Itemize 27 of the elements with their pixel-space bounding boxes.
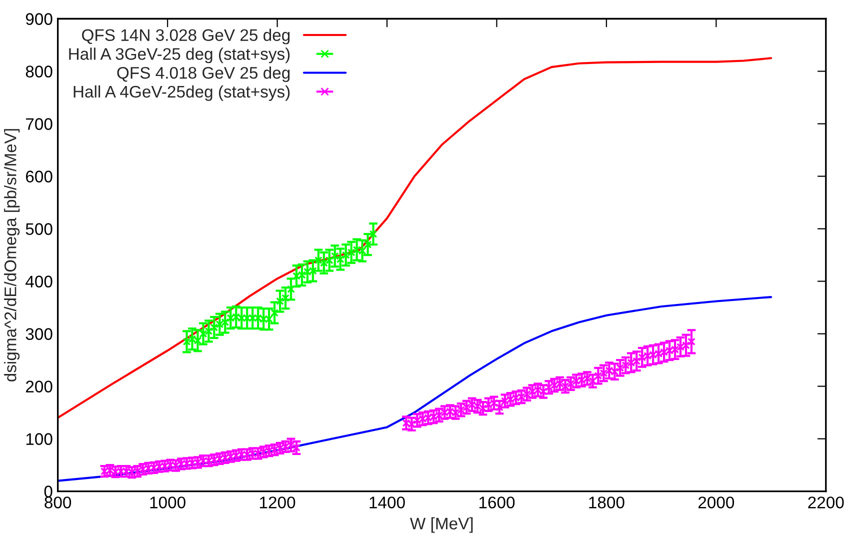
legend-label: Hall A 4GeV-25deg (stat+sys) [74, 85, 290, 101]
legend-label: QFS 4.018 GeV 25 deg [117, 66, 290, 82]
point [270, 308, 278, 317]
legend-label: Hall A 3GeV-25 deg (stat+sys) [69, 48, 290, 64]
y-tick-label: 300 [26, 328, 52, 340]
y-tick-label: 0 [44, 486, 52, 498]
x-tick-label: 2200 [808, 496, 844, 508]
y-tick-label: 900 [26, 13, 52, 25]
x-tick-label: 1000 [150, 496, 186, 508]
x-tick-label: 1600 [479, 496, 515, 508]
y-tick-label: 200 [26, 380, 52, 392]
x-tick-label: 1200 [260, 496, 296, 508]
x-tick-label: 1800 [589, 496, 624, 508]
y-tick-label: 800 [26, 66, 52, 78]
y-tick-label: 600 [26, 170, 52, 182]
legend-label: QFS 14N 3.028 GeV 25 deg [82, 28, 290, 44]
x-tick-label: 2000 [698, 496, 734, 508]
y-axis-title: dsigma^2/dE/dOmega [pb/sr/MeV] [4, 129, 20, 382]
x-axis-title: W [MeV] [410, 517, 473, 533]
y-tick-label: 500 [26, 223, 52, 235]
y-tick-label: 100 [26, 433, 52, 445]
line-series [58, 296, 772, 482]
y-tick-label: 700 [26, 118, 52, 130]
x-tick-label: 800 [44, 496, 72, 508]
point [287, 285, 295, 294]
x-tick-label: 1400 [370, 496, 405, 508]
y-tick-label: 400 [26, 276, 52, 288]
